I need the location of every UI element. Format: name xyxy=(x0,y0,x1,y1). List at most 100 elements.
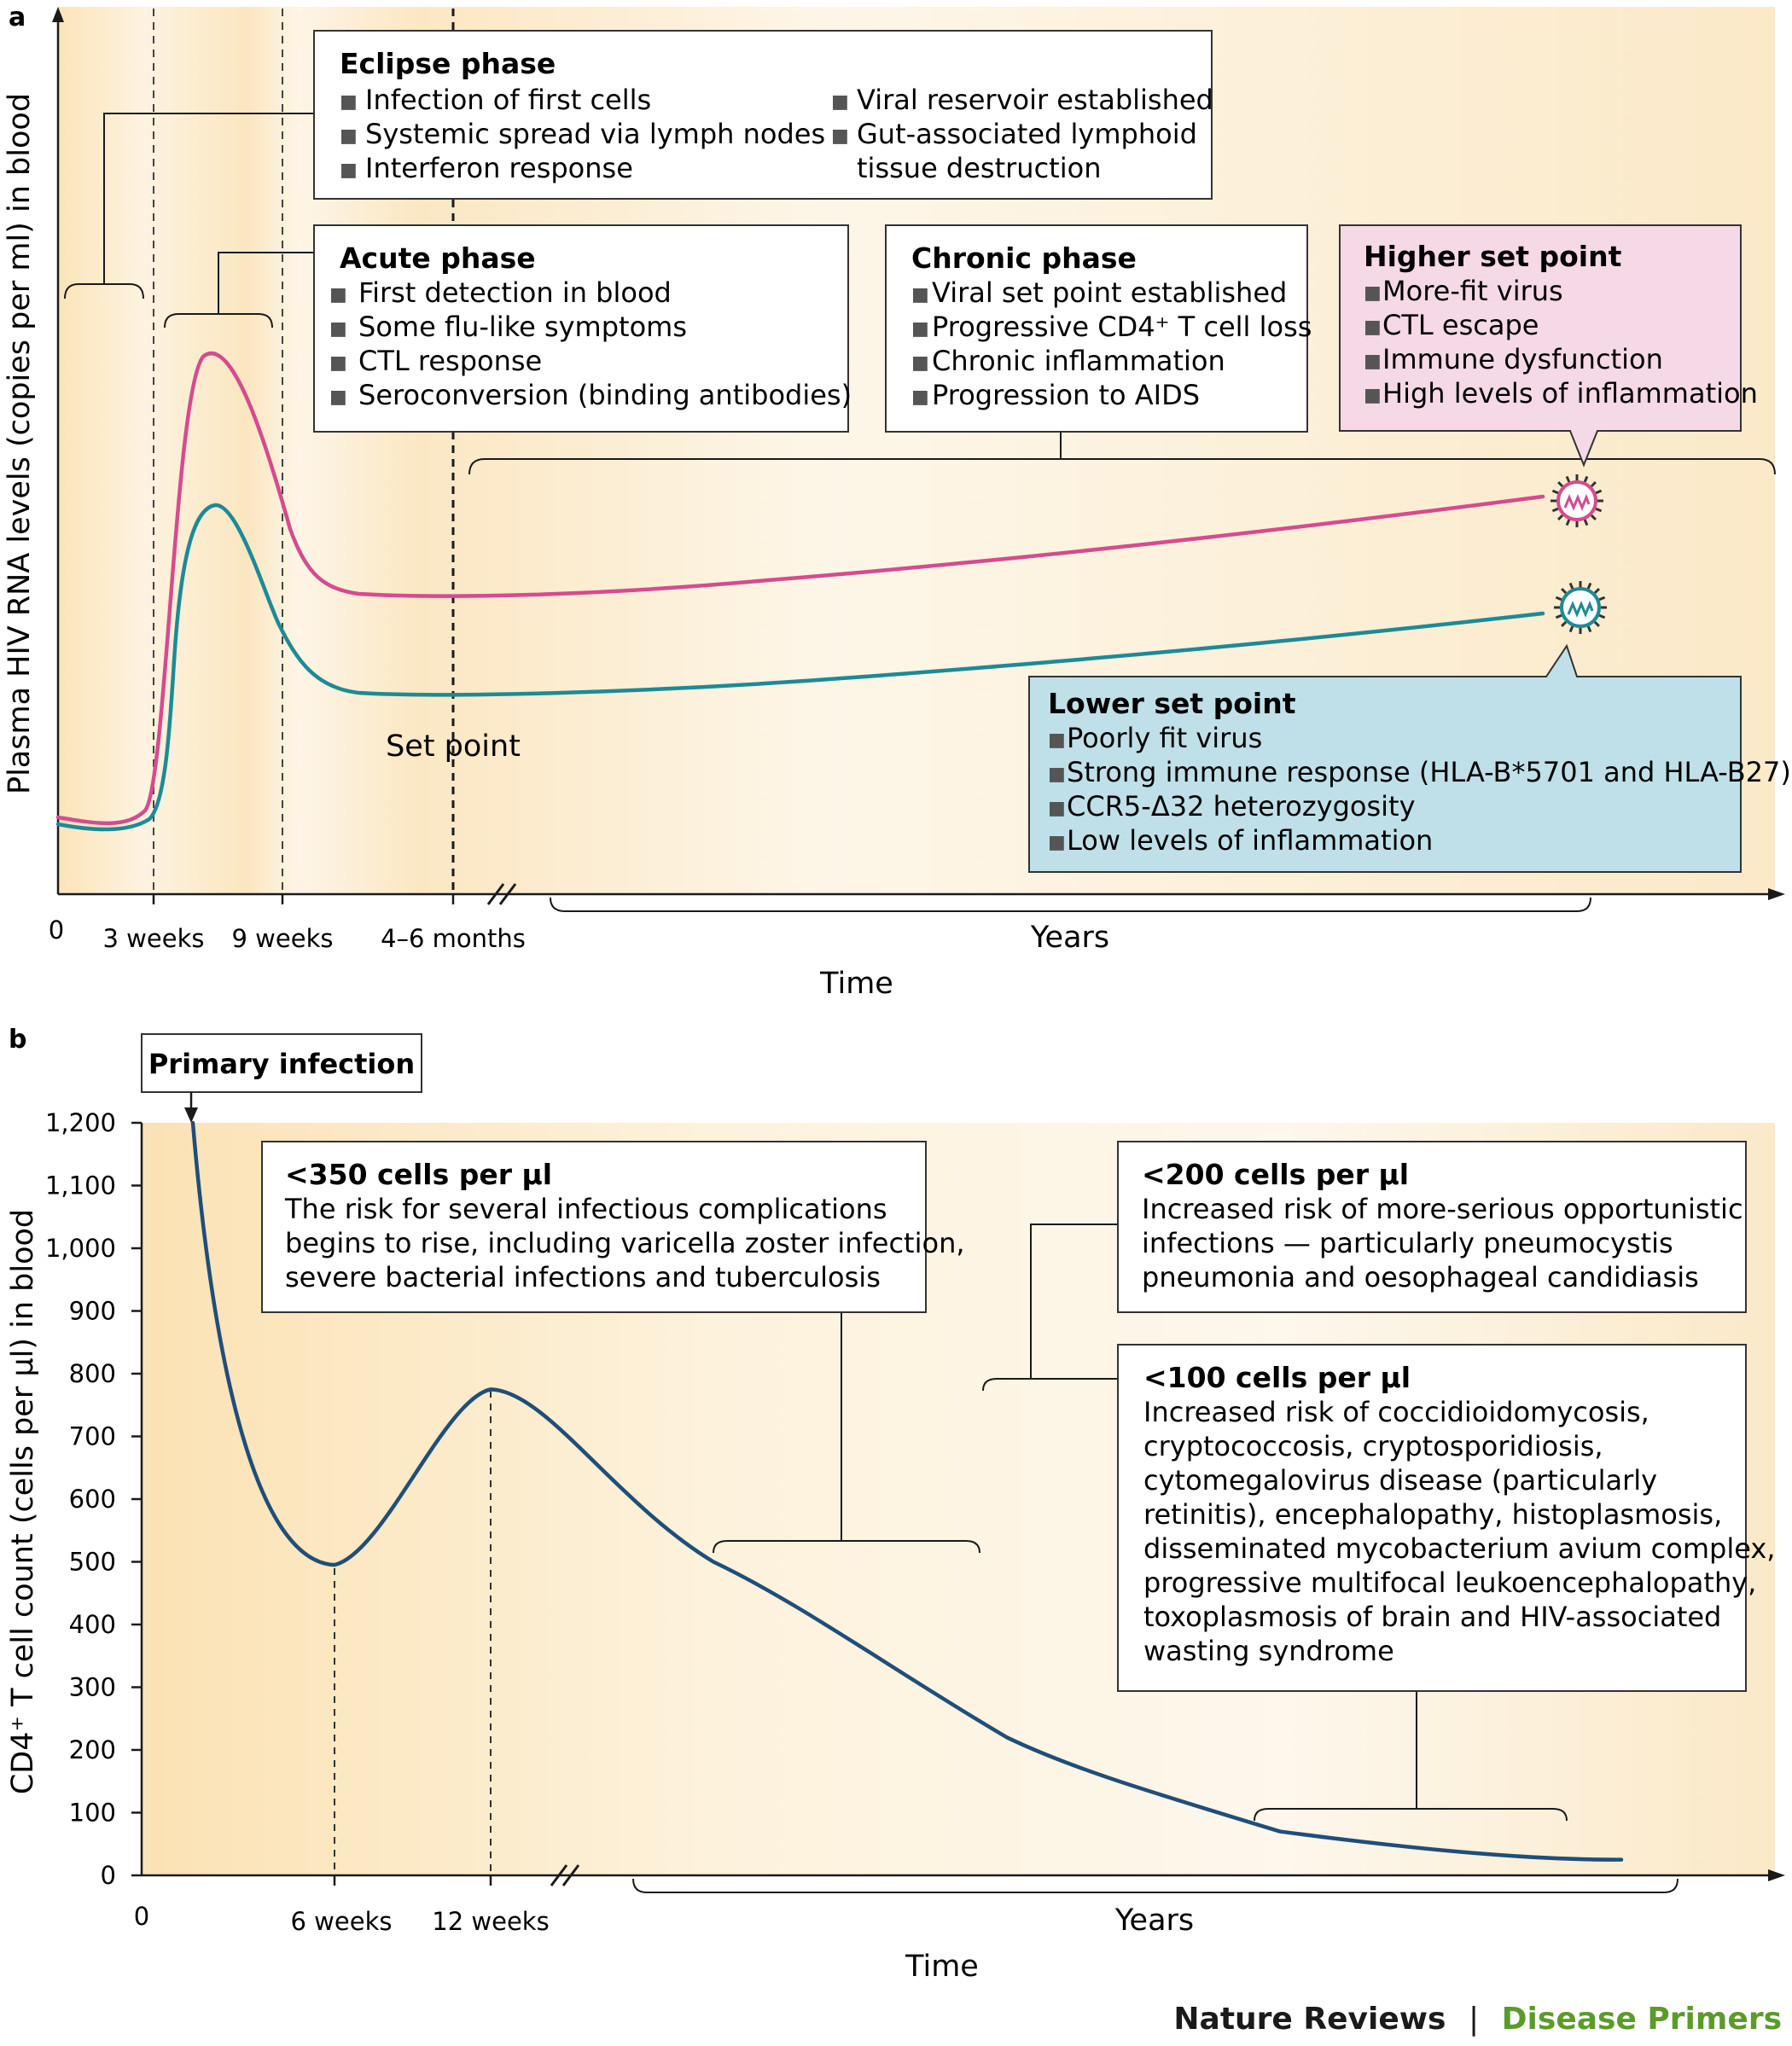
lower-item: Low levels of inflammation xyxy=(1067,824,1433,857)
panel-b-x-tick-label: 0 xyxy=(134,1902,149,1931)
t100-line: progressive multifocal leukoencephalopat… xyxy=(1143,1566,1756,1599)
bullet-marker: ■ xyxy=(911,284,929,305)
cd4-count-curve xyxy=(190,1120,1624,1862)
bullet-marker: ■ xyxy=(1364,385,1382,406)
virus-spike xyxy=(1555,596,1562,602)
bullet-marker: ■ xyxy=(329,352,347,374)
svg-text:Nature Reviews | D: Nature Reviews | Disease Primers xyxy=(1173,2002,1782,2037)
footer: Nature Reviews | Disease Primers xyxy=(1173,2002,1782,2037)
y-tick-label: 700 xyxy=(69,1422,116,1451)
y-tick-label: 400 xyxy=(69,1610,116,1639)
bullet-marker: ■ xyxy=(831,91,849,113)
panel-a-x-axis-title: Time xyxy=(819,967,893,1001)
virus-rna xyxy=(1567,600,1594,618)
t100-line: cytomegalovirus disease (particularly xyxy=(1143,1464,1657,1497)
bullet-marker: ■ xyxy=(911,352,929,374)
bullet-marker: ■ xyxy=(911,387,929,408)
journal-name: Nature Reviews xyxy=(1173,2002,1446,2037)
series-name: Disease Primers xyxy=(1502,2002,1782,2037)
t350-line: severe bacterial infections and tubercul… xyxy=(285,1261,881,1293)
t100-title: <100 cells per μl xyxy=(1143,1361,1411,1394)
t100-bracket xyxy=(1254,1808,1568,1822)
panel-a-label: a xyxy=(9,3,26,32)
eclipse-phase-box: Eclipse phase ■ Infection of first cells… xyxy=(313,30,1213,200)
panel-b-x-ticks xyxy=(333,1875,492,1886)
t100-line: cryptococcosis, cryptosporidiosis, xyxy=(1143,1430,1603,1462)
virus-spike xyxy=(1568,625,1574,633)
y-tick-label: 100 xyxy=(69,1799,116,1828)
bullet-marker: ■ xyxy=(831,125,849,147)
acute-title: Acute phase xyxy=(340,241,536,275)
eclipse-item: Interferon response xyxy=(365,152,633,184)
higher-item: CTL escape xyxy=(1382,309,1539,341)
virus-spike xyxy=(1598,613,1606,619)
panel-a: a 0 3 weeks 9 weeks 4–6 months Years Tim… xyxy=(3,3,1791,1001)
chronic-bracket xyxy=(468,458,1776,475)
panel-b-x-tick-label: 6 weeks xyxy=(291,1907,393,1936)
acute-item: CTL response xyxy=(358,345,542,377)
t350-line: begins to rise, including varicella zost… xyxy=(285,1227,965,1259)
virus-spike xyxy=(1598,596,1606,602)
virus-spike xyxy=(1551,489,1559,495)
eclipse-item: Systemic spread via lymph nodes xyxy=(365,118,825,150)
y-tick-label: 1,100 xyxy=(45,1171,116,1200)
virus-spike xyxy=(1557,481,1564,488)
panel-a-x-tick-label: 0 xyxy=(49,915,64,945)
acute-item: First detection in blood xyxy=(358,276,672,309)
higher-title: Higher set point xyxy=(1364,240,1622,273)
higher-item: Immune dysfunction xyxy=(1382,343,1663,375)
eclipse-item: tissue destruction xyxy=(857,152,1101,184)
panel-b-x-tick-label: 12 weeks xyxy=(432,1907,549,1936)
y-tick-label: 1,200 xyxy=(45,1108,116,1137)
panel-b-label: b xyxy=(9,1025,26,1055)
virus-spike xyxy=(1565,519,1571,526)
footer-separator: | xyxy=(1469,2002,1479,2037)
higher-set-point-curve xyxy=(55,352,1545,826)
set-point-label: Set point xyxy=(386,729,521,764)
t350-line: The risk for several infectious complica… xyxy=(284,1193,887,1225)
panel-a-y-axis-title: Plasma HIV RNA levels (copies per ml) in… xyxy=(3,93,37,794)
t350-title: <350 cells per μl xyxy=(285,1158,552,1191)
t200-line: infections — particularly pneumocystis xyxy=(1142,1227,1673,1259)
panel-a-y-arrowhead xyxy=(52,7,64,22)
virus-spike xyxy=(1561,620,1568,627)
acute-item: Seroconversion (binding antibodies) xyxy=(358,379,852,411)
bullet-marker: ■ xyxy=(340,160,358,181)
eclipse-leader xyxy=(103,113,314,284)
panel-a-phase-dividers xyxy=(153,9,455,894)
lower-item: Poorly fit virus xyxy=(1067,722,1262,754)
bullet-marker: ■ xyxy=(340,91,358,113)
lower-item: Strong immune response (HLA-B*5701 and H… xyxy=(1067,756,1791,788)
primary-infection-box xyxy=(141,1033,422,1093)
virus-spike xyxy=(1590,514,1597,520)
virus-spike xyxy=(1551,507,1559,513)
virus-spike xyxy=(1557,514,1564,520)
chronic-title: Chronic phase xyxy=(911,241,1137,275)
bullet-marker: ■ xyxy=(1048,729,1066,751)
virus-spike xyxy=(1586,625,1592,633)
panel-a-brackets xyxy=(64,113,1776,475)
y-tick-label: 0 xyxy=(101,1861,116,1890)
panel-b-y-ticks: 0 100 200 300 400 500 600 700 800 900 1,000 1,100 1,… xyxy=(45,1108,142,1890)
threshold-350-box: <350 cells per μl The risk for several i… xyxy=(261,1141,965,1313)
panel-b-y-axis-title: CD4⁺ T cell count (cells per μl) in bloo… xyxy=(6,1209,40,1794)
primary-infection-label: Primary infection xyxy=(148,1048,415,1080)
virus-spike xyxy=(1583,475,1589,483)
bullet-marker: ■ xyxy=(1364,282,1382,304)
chronic-item: Progression to AIDS xyxy=(932,379,1200,411)
virus-spike xyxy=(1561,588,1568,595)
y-tick-label: 500 xyxy=(69,1548,116,1577)
lower-title: Lower set point xyxy=(1048,687,1296,720)
acute-phase-box: Acute phase ■ First detection in blood ■… xyxy=(313,224,852,433)
virus-spike xyxy=(1586,582,1592,590)
panel-b-x-arrowhead xyxy=(1768,1869,1785,1881)
eclipse-item: Gut-associated lymphoid xyxy=(857,118,1197,150)
y-tick-label: 900 xyxy=(69,1297,116,1326)
y-tick-label: 300 xyxy=(69,1673,116,1702)
bullet-marker: ■ xyxy=(1048,832,1066,853)
virus-spike xyxy=(1595,489,1603,495)
panel-a-years-bracket xyxy=(550,897,1591,912)
virus-spike xyxy=(1568,582,1574,590)
virus-rna xyxy=(1563,493,1591,511)
